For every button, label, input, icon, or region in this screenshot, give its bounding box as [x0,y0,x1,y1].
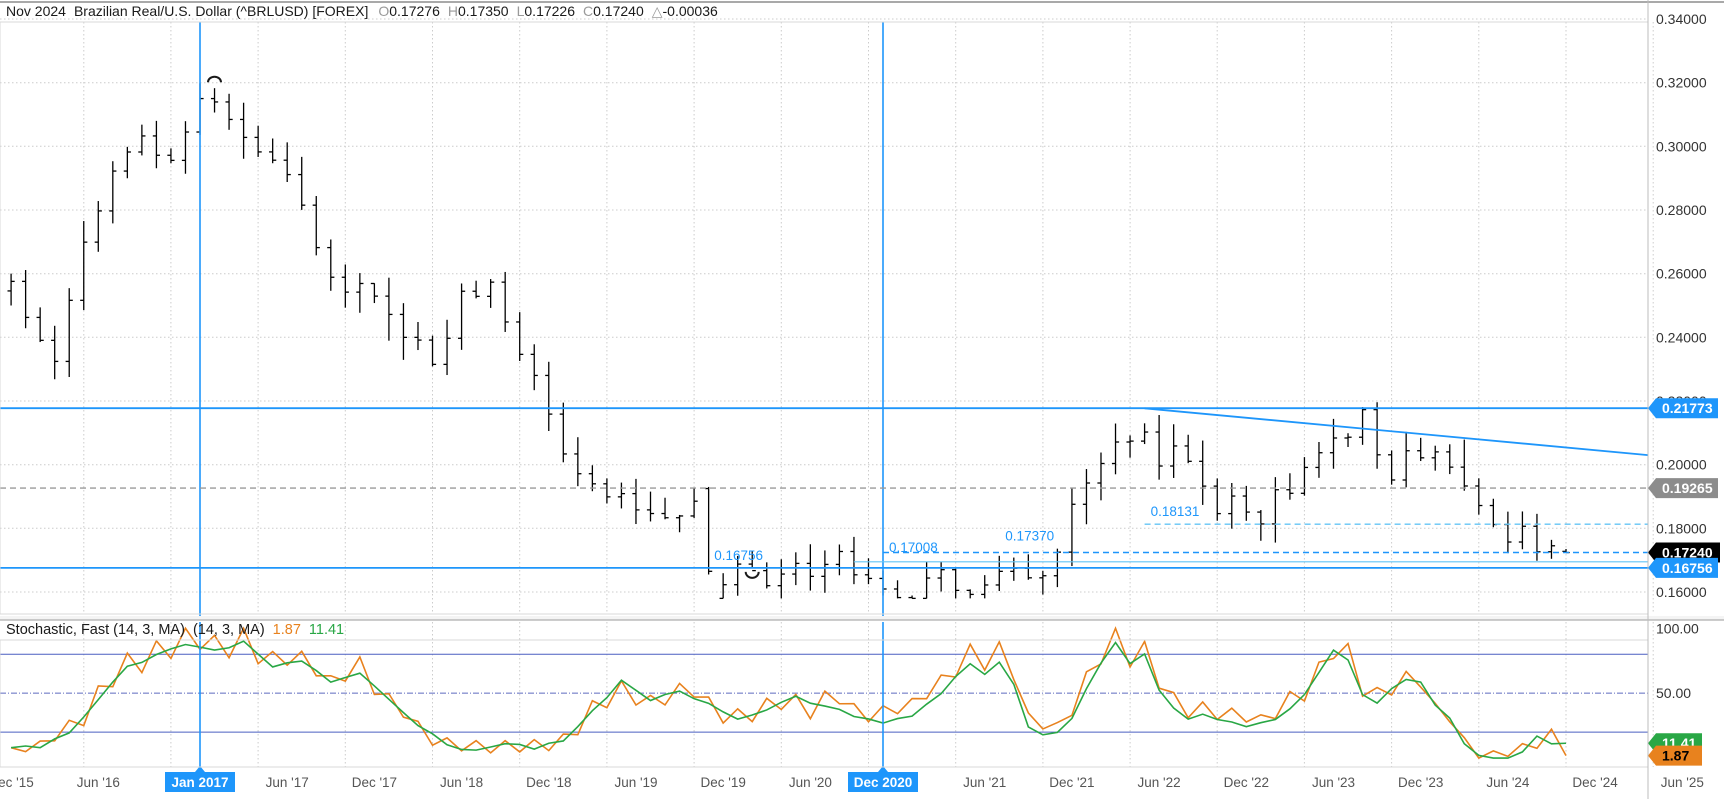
svg-text:0.16756: 0.16756 [714,548,763,563]
svg-text:Dec '23: Dec '23 [1398,775,1443,790]
svg-text:Dec '24: Dec '24 [1572,775,1618,790]
svg-text:Jan 2017: Jan 2017 [171,775,228,790]
svg-text:0.17370: 0.17370 [1005,528,1054,543]
svg-text:Dec '19: Dec '19 [701,775,746,790]
svg-text:0.30000: 0.30000 [1656,138,1707,154]
svg-text:Jun '19: Jun '19 [614,775,657,790]
svg-text:Dec '15: Dec '15 [0,775,34,790]
svg-text:50.00: 50.00 [1656,685,1691,701]
svg-text:Stochastic, Fast (14, 3, MA): Stochastic, Fast (14, 3, MA) (14, 3, MA)… [6,622,344,638]
svg-text:Jun '22: Jun '22 [1138,775,1181,790]
svg-text:0.34000: 0.34000 [1656,11,1707,27]
svg-text:Jun '17: Jun '17 [266,775,309,790]
svg-text:0.21773: 0.21773 [1662,400,1713,416]
svg-text:0.20000: 0.20000 [1656,457,1707,473]
svg-text:0.16000: 0.16000 [1656,584,1707,600]
svg-text:Dec '22: Dec '22 [1224,775,1269,790]
svg-text:1.87: 1.87 [1662,748,1689,764]
svg-text:0.16756: 0.16756 [1662,560,1713,576]
svg-text:Jun '16: Jun '16 [77,775,120,790]
svg-text:100.00: 100.00 [1656,620,1699,636]
svg-text:Dec '21: Dec '21 [1049,775,1094,790]
svg-text:Jun '23: Jun '23 [1312,775,1355,790]
svg-text:0.18131: 0.18131 [1151,504,1200,519]
svg-text:0.28000: 0.28000 [1656,202,1707,218]
svg-text:0.17008: 0.17008 [889,540,938,555]
svg-text:0.24000: 0.24000 [1656,329,1707,345]
svg-text:Dec 2020: Dec 2020 [854,775,913,790]
svg-text:Jun '25: Jun '25 [1661,775,1704,790]
svg-text:Jun '20: Jun '20 [789,775,832,790]
svg-text:Jun '21: Jun '21 [963,775,1006,790]
svg-text:Jun '18: Jun '18 [440,775,483,790]
svg-text:Dec '17: Dec '17 [352,775,397,790]
svg-text:0.18000: 0.18000 [1656,520,1707,536]
svg-text:0.32000: 0.32000 [1656,75,1707,91]
svg-text:0.26000: 0.26000 [1656,266,1707,282]
svg-text:Dec '18: Dec '18 [526,775,571,790]
svg-text:0.19265: 0.19265 [1662,480,1713,496]
svg-text:Jun '24: Jun '24 [1486,775,1530,790]
